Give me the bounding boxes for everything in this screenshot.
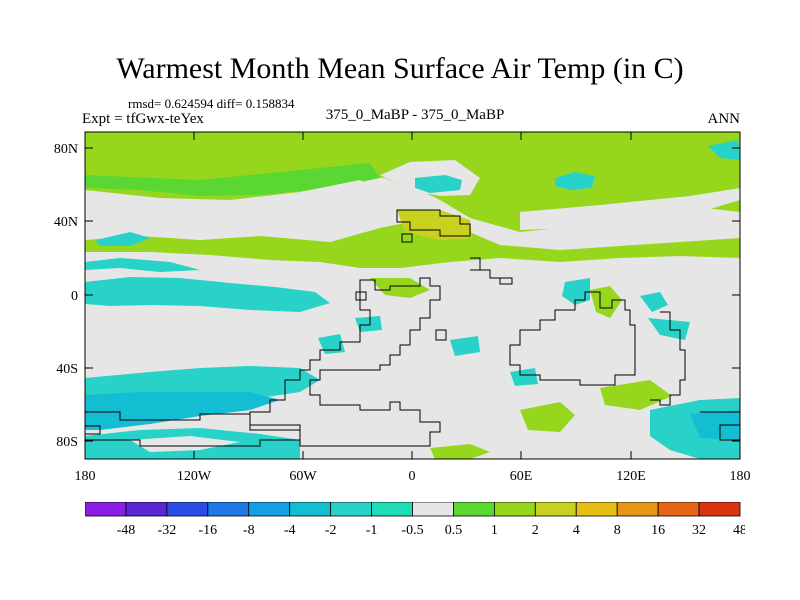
cyan-blob-arctic-1	[415, 175, 462, 193]
cyan-blob-west-1	[318, 334, 345, 354]
olive-patch-40n	[397, 210, 472, 240]
colorbar-box	[493, 502, 536, 517]
polar-green-patch	[430, 444, 490, 459]
lon-label: 180	[730, 469, 751, 484]
colorbar-box	[453, 502, 495, 517]
lat-tick-marks	[85, 147, 740, 442]
outline-southwest-coast	[85, 425, 101, 435]
outline-east-chain	[470, 257, 513, 285]
outline-north-block	[396, 209, 471, 237]
colorbar-label: -4	[284, 523, 296, 538]
colorbar-box	[125, 502, 168, 517]
outline-small-islet-2	[355, 291, 367, 301]
green-blob-east	[590, 286, 622, 318]
colorbar-box	[534, 502, 577, 517]
lat-label: 40N	[54, 215, 78, 230]
colorbar: -48 -32 -16 -8 -4 -2 -1 -0.5 0.5 1 2 4 8 16 32 48	[85, 502, 745, 538]
lat-label: 40S	[56, 362, 78, 377]
colorbar-boxes	[85, 502, 741, 517]
colorbar-box	[330, 502, 372, 517]
colorbar-label: 0.5	[445, 523, 463, 538]
period-label: ANN	[707, 111, 741, 127]
lat-label: 80N	[54, 142, 78, 157]
north-light-green-patch	[85, 163, 380, 196]
colorbar-label: 16	[651, 523, 665, 538]
cyan-blob-west-2	[355, 316, 382, 332]
colorbar-label: -8	[243, 523, 255, 538]
colorbar-box	[412, 502, 454, 517]
comparison-label: 375_0_MaBP - 375_0_MaBP	[325, 107, 505, 123]
colorbar-label: 2	[532, 523, 539, 538]
experiment-label: Expt = tfGwx-teYex	[82, 111, 204, 127]
outline-south-polar	[85, 411, 301, 447]
outline-gondwana-south	[650, 311, 686, 406]
colorbar-box	[616, 502, 659, 517]
southeast-blue-belt	[690, 410, 740, 440]
north-neutral-gap-1	[85, 180, 370, 218]
cyan-blob-arctic-3	[708, 140, 740, 160]
lat-label: 80S	[56, 435, 78, 450]
north-neutral-gap-3	[520, 188, 740, 230]
cyan-blob-mid	[450, 336, 480, 356]
colorbar-box	[657, 502, 700, 517]
colorbar-box	[207, 502, 250, 517]
plot-title: Warmest Month Mean Surface Air Temp (in …	[116, 52, 684, 85]
stats-line: rmsd= 0.624594 diff= 0.158834	[128, 96, 295, 111]
lon-label: 120E	[616, 469, 646, 484]
tropical-cyan-band-2	[85, 258, 200, 272]
colorbar-label: 8	[614, 523, 621, 538]
outline-gondwana-east	[509, 291, 636, 386]
colorbar-label: -0.5	[401, 523, 423, 538]
cyan-blob-arctic-2	[555, 172, 595, 190]
colorbar-label: -48	[117, 523, 136, 538]
colorbar-box	[698, 502, 741, 517]
colorbar-label: -32	[158, 523, 177, 538]
lat-label: 0	[71, 289, 78, 304]
colorbar-label: -1	[366, 523, 378, 538]
green-blob-southeast	[600, 380, 672, 410]
lon-tick-marks	[193, 132, 632, 459]
colorbar-label: 4	[573, 523, 580, 538]
outline-southeast-land	[700, 411, 740, 441]
lat-labels: 80N 40N 0 40S 80S	[54, 142, 78, 450]
cyan-blob-40n	[96, 232, 150, 246]
midlat-green-band	[85, 220, 740, 268]
lon-label: 60W	[289, 469, 317, 484]
cyan-blob-east-2	[640, 292, 668, 312]
outline-north-islet	[401, 233, 413, 243]
colorbar-label: 1	[491, 523, 498, 538]
colorbar-box	[289, 502, 332, 517]
cyan-blob-east-1	[562, 278, 590, 305]
colorbar-box	[371, 502, 413, 517]
colorbar-box	[85, 502, 127, 517]
colorbar-box	[166, 502, 209, 517]
green-blob-equator	[370, 278, 430, 298]
cyan-blob-south-atlantic	[510, 368, 538, 386]
lon-label: 120W	[177, 469, 212, 484]
colorbar-box	[575, 502, 618, 517]
green-blob-south	[520, 402, 575, 432]
lon-label: 60E	[510, 469, 533, 484]
tropical-cyan-band	[85, 277, 330, 312]
colorbar-label: 32	[692, 523, 706, 538]
outline-small-islet-1	[435, 329, 447, 341]
polar-neutral-gap	[130, 436, 240, 452]
lon-labels: 180 120W 60W 0 60E 120E 180	[75, 469, 751, 484]
colorbar-label: 48	[733, 523, 745, 538]
temperature-field	[85, 132, 740, 459]
lon-label: 180	[75, 469, 96, 484]
colorbar-box	[248, 502, 291, 517]
colorbar-label: -2	[325, 523, 337, 538]
colorbar-label: -16	[198, 523, 217, 538]
outline-gondwana-west	[249, 277, 441, 447]
continent-outlines	[85, 209, 740, 447]
lon-label: 0	[409, 469, 416, 484]
colorbar-labels: -48 -32 -16 -8 -4 -2 -1 -0.5 0.5 1 2 4 8 16 32 48	[117, 523, 745, 538]
